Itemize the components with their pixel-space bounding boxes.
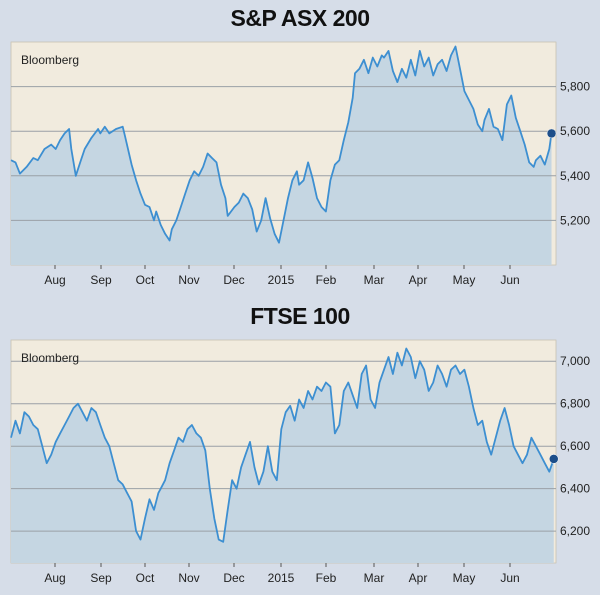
source-label: Bloomberg (21, 53, 79, 67)
x-tick-label: Oct (136, 273, 155, 287)
x-tick-label: Mar (364, 273, 385, 287)
source-label: Bloomberg (21, 351, 79, 365)
x-tick-label: Jun (500, 571, 519, 585)
chart-svg: 5,200 5,400 5,600 5,800 Aug Sep Oct Nov Dec 2015 F… (10, 41, 590, 287)
x-tick-label: Apr (409, 273, 428, 287)
series-line (10, 45, 553, 244)
x-tick-label: 2015 (268, 571, 295, 585)
end-point-marker (546, 128, 557, 139)
x-tick-label: Aug (44, 273, 65, 287)
x-tick-label: May (453, 273, 476, 287)
y-tick-label: 5,600 (560, 124, 590, 138)
x-tick-label: Jun (500, 273, 519, 287)
x-tick-label: Dec (223, 273, 244, 287)
end-point-marker (549, 454, 559, 464)
chart-svg: 6,200 6,400 6,600 6,800 7,000 Aug Sep Oct Nov Dec… (10, 339, 590, 585)
y-tick-label: 5,400 (560, 169, 590, 183)
x-tick-label: Oct (136, 571, 155, 585)
x-tick-label: Nov (178, 571, 199, 585)
x-tick-label: 2015 (268, 273, 295, 287)
y-tick-label: 5,800 (560, 80, 590, 94)
chart-panel-ftse: FTSE 100 6,200 6,400 6,600 6,800 7,000 Aug Sep… (0, 298, 600, 595)
x-tick-label: Nov (178, 273, 199, 287)
chart-title: FTSE 100 (250, 303, 350, 329)
x-tick-label: Aug (44, 571, 65, 585)
y-tick-label: 5,200 (560, 213, 590, 227)
x-tick-label: Apr (409, 571, 428, 585)
y-tick-label: 7,000 (560, 354, 590, 368)
y-tick-label: 6,200 (560, 524, 590, 538)
area-fill (11, 348, 554, 563)
y-tick-label: 6,600 (560, 439, 590, 453)
x-tick-label: Mar (364, 571, 385, 585)
x-tick-label: Sep (90, 273, 112, 287)
chart-title: S&P ASX 200 (230, 5, 370, 31)
y-tick-label: 6,800 (560, 397, 590, 411)
x-tick-label: May (453, 571, 476, 585)
chart-panel-asx: S&P ASX 200 5,200 5,400 5,600 5,800 Aug Sep Oc… (0, 0, 600, 297)
x-tick-label: Sep (90, 571, 112, 585)
series-line (10, 347, 555, 543)
x-tick-label: Feb (316, 273, 337, 287)
x-tick-label: Feb (316, 571, 337, 585)
x-tick-label: Dec (223, 571, 244, 585)
area-fill (11, 46, 552, 265)
y-tick-label: 6,400 (560, 482, 590, 496)
